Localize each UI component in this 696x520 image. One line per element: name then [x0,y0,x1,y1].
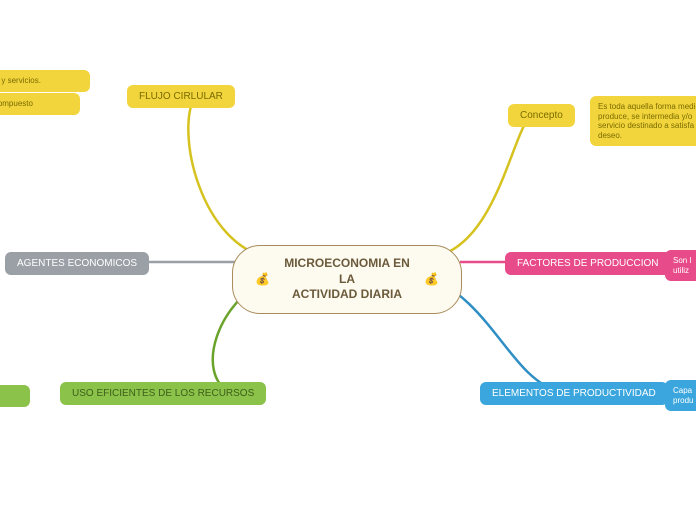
edge-flujo [188,97,270,258]
center-label: MICROECONOMIA EN LAACTIVIDAD DIARIA [276,256,418,303]
money-icon: 💰 [424,272,439,288]
note-flujo-1: ujo que está compuesto [0,93,80,115]
center-node[interactable]: 💰 MICROECONOMIA EN LAACTIVIDAD DIARIA 💰 [232,245,462,314]
note-elementos-0: Capaprodu [665,380,696,411]
money-icon: 💰 [255,272,270,288]
edge-concepto [430,116,530,258]
branch-elementos[interactable]: ELEMENTOS DE PRODUCTIVIDAD [480,382,668,405]
note-concepto-0: Es toda aquella forma mediproduce, se in… [590,96,696,146]
note-factores-0: Son lutiliz [665,250,696,281]
branch-uso[interactable]: USO EFICIENTES DE LOS RECURSOS [60,382,266,405]
branch-flujo[interactable]: FLUJO CIRLULAR [127,85,235,108]
branch-agentes[interactable]: AGENTES ECONOMICOS [5,252,149,275]
note-uso-0: mpresa [0,385,30,407]
branch-factores[interactable]: FACTORES DE PRODUCCION [505,252,671,275]
branch-concepto[interactable]: Concepto [508,104,575,127]
note-flujo-0: flujo de vienes y servicios. [0,70,90,92]
